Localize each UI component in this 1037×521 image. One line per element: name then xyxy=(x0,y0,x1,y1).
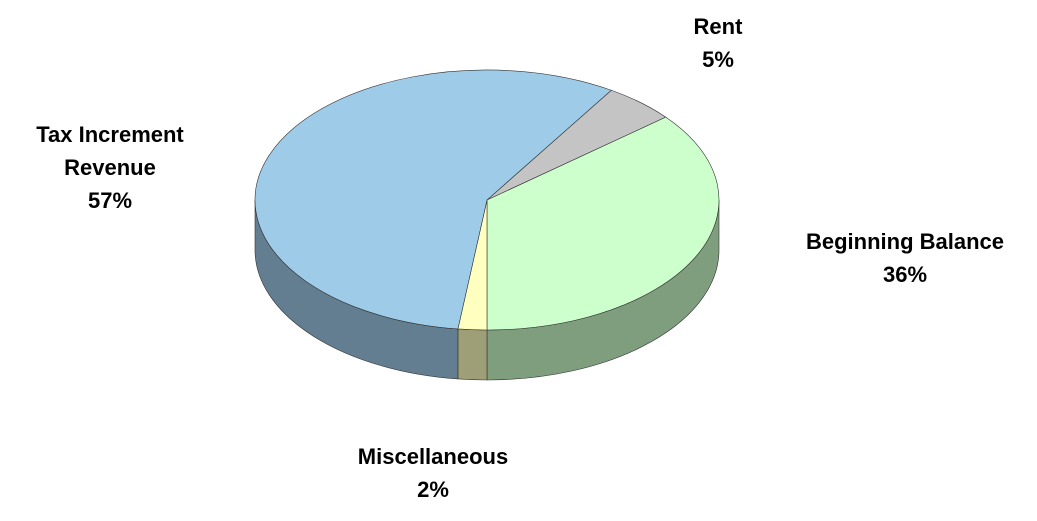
percent-label: 2% xyxy=(417,477,449,502)
slice xyxy=(254,69,612,330)
category-label: Rent xyxy=(693,14,743,39)
data-label: Rent 5% xyxy=(648,10,788,76)
category-label: Tax Increment Revenue xyxy=(36,122,184,180)
slice-side xyxy=(457,328,488,381)
data-label: Miscellaneous 2% xyxy=(318,440,548,506)
category-label: Miscellaneous xyxy=(357,444,509,469)
percent-label: 36% xyxy=(882,262,928,287)
slice xyxy=(486,116,720,331)
percent-label: 57% xyxy=(87,188,133,213)
data-label: Beginning Balance 36% xyxy=(760,225,1037,291)
category-label: Beginning Balance xyxy=(805,229,1005,254)
percent-label: 5% xyxy=(702,47,734,72)
data-label: Tax Increment Revenue 57% xyxy=(10,118,210,217)
